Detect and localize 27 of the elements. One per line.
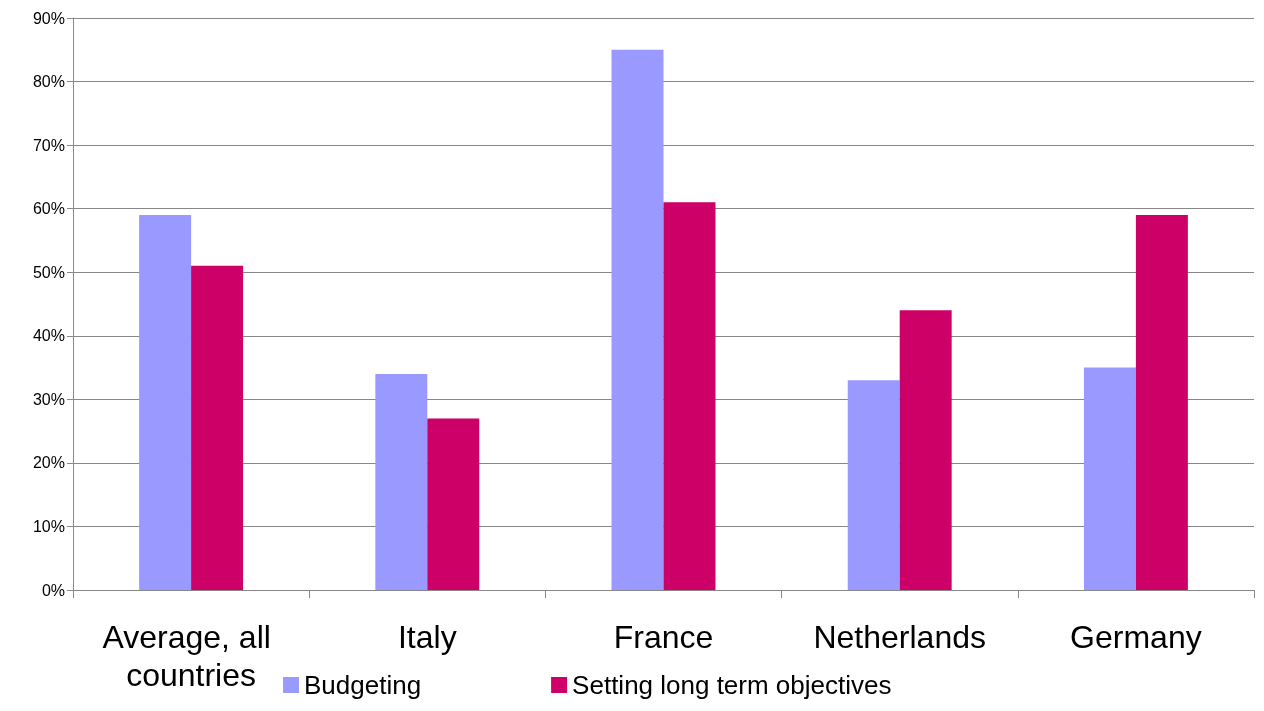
x-tick-label: Italy (397, 619, 457, 655)
y-tick-label: 20% (32, 454, 65, 472)
y-tick-label: 0% (41, 581, 65, 599)
y-tick-label: 60% (32, 200, 65, 218)
bar (139, 215, 192, 590)
y-tick-label: 30% (32, 390, 65, 408)
y-tick-label: 90% (32, 9, 65, 27)
bar (1083, 367, 1136, 590)
x-tick-label: France (613, 619, 714, 655)
x-tick-label: Netherlands (813, 619, 986, 655)
legend-label: Budgeting (304, 670, 422, 700)
bar (611, 49, 664, 590)
x-tick-label: Germany (1070, 619, 1202, 655)
y-tick-label: 80% (32, 73, 65, 91)
bar (663, 202, 716, 590)
y-tick-label: 50% (32, 263, 65, 281)
bar (1135, 215, 1188, 590)
bar (427, 418, 480, 590)
bar (375, 373, 428, 590)
y-tick-label: 10% (32, 517, 65, 535)
bar (191, 265, 244, 590)
bar (847, 380, 900, 590)
x-tick-label: Average, all countries (102, 619, 280, 693)
legend-label: Setting long term objectives (572, 670, 892, 700)
y-tick-label: 70% (32, 136, 65, 154)
y-tick-label: 40% (32, 327, 65, 345)
bar (899, 310, 952, 590)
